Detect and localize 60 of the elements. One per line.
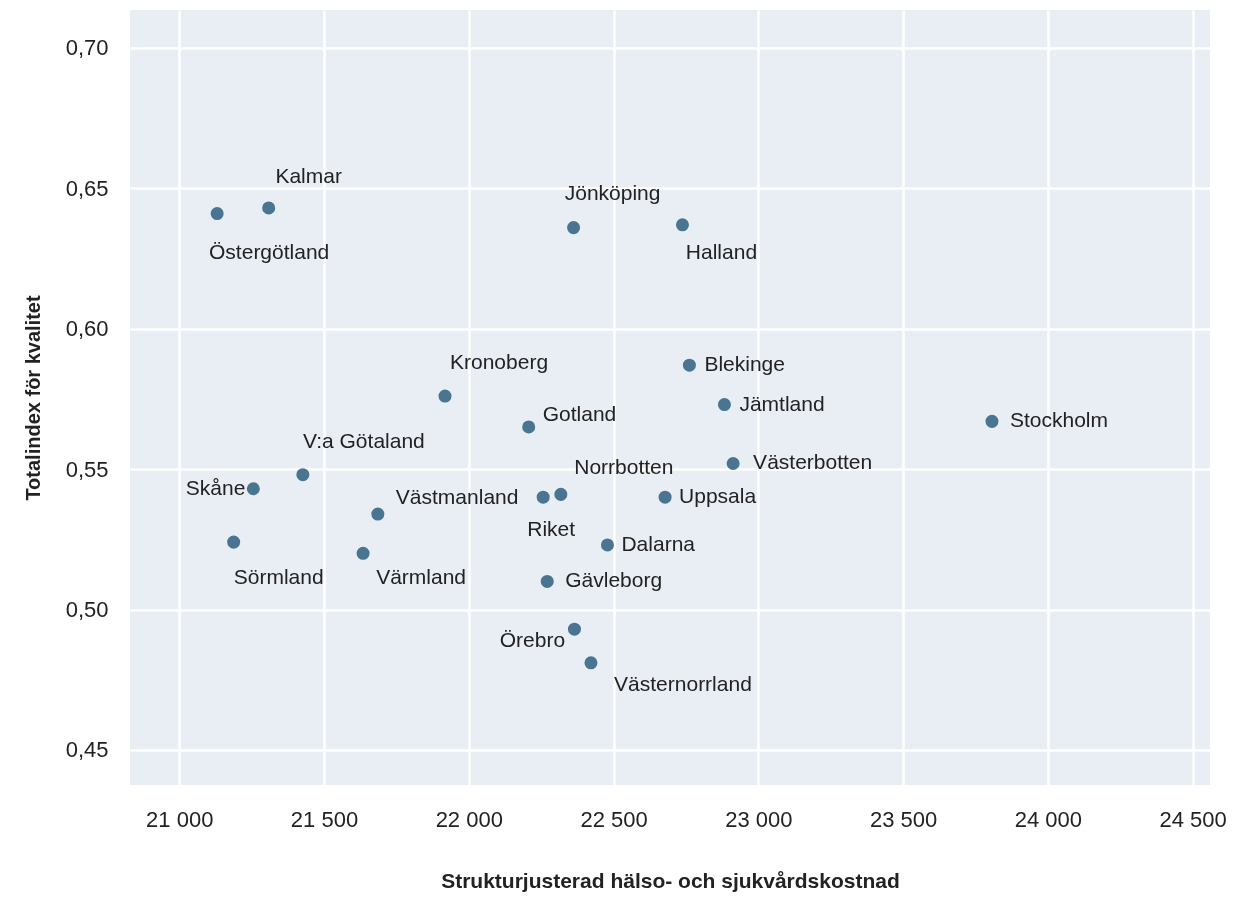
point — [584, 656, 598, 670]
point — [522, 420, 536, 434]
point — [675, 218, 689, 232]
point — [554, 487, 568, 501]
point — [371, 507, 385, 521]
point — [540, 574, 554, 588]
x-axis-title: Strukturjusterad hälso- och sjukvårdskostnad — [441, 868, 900, 892]
point — [210, 207, 224, 221]
y-tick-label: 0,70 — [65, 35, 109, 61]
point — [536, 490, 550, 504]
point — [717, 398, 731, 412]
annotation: Värmland — [376, 565, 467, 589]
y-tick-label: 0,50 — [65, 597, 109, 622]
point — [985, 414, 999, 428]
annotation: Västerbotten — [753, 450, 873, 474]
x-tick-label: 23 500 — [869, 806, 938, 832]
point — [227, 535, 241, 549]
point — [726, 456, 740, 470]
annotation: Gävleborg — [565, 568, 663, 592]
x-tick-label: 24 000 — [1014, 806, 1082, 832]
x-tick-label: 21 000 — [146, 806, 214, 832]
x-tick-label: 22 500 — [580, 806, 648, 832]
annotation: Västernorrland — [614, 671, 752, 695]
point — [356, 546, 370, 560]
annotation: Jönköping — [564, 180, 661, 204]
annotation: Dalarna — [621, 531, 696, 555]
annotation: Halland — [685, 239, 758, 263]
point — [600, 538, 614, 552]
annotation: Kalmar — [275, 163, 342, 187]
annotation: Uppsala — [679, 484, 757, 508]
point — [567, 221, 581, 235]
annotation: Jämtland — [739, 391, 825, 415]
point — [438, 389, 452, 403]
x-tick-label: 21 500 — [290, 806, 359, 832]
annotation: Norrbotten — [574, 455, 674, 479]
y-tick-label: 0,60 — [65, 316, 109, 342]
annotation: Blekinge — [704, 352, 785, 376]
point — [296, 468, 310, 482]
x-tick-label: 24 500 — [1159, 806, 1227, 832]
y-tick-label: 0,45 — [65, 737, 109, 763]
annotation: Sörmland — [233, 565, 324, 589]
annotation: Riket — [527, 517, 576, 541]
annotation: Östergötland — [209, 239, 330, 263]
annotation: Kronoberg — [449, 350, 549, 374]
x-tick-label: 23 000 — [725, 806, 793, 832]
x-tick-label: 22 000 — [435, 806, 503, 832]
annotation: Gotland — [542, 401, 617, 425]
y-axis-title: Totalindex för kvalitet — [21, 295, 44, 501]
point — [567, 622, 581, 636]
point — [262, 201, 276, 215]
point — [682, 358, 696, 372]
annotation: V:a Götaland — [302, 428, 425, 452]
annotation: Örebro — [499, 628, 566, 652]
annotation: Västmanland — [395, 485, 519, 509]
annotation: Skåne — [185, 475, 246, 499]
annotation: Stockholm — [1009, 408, 1109, 432]
y-tick-label: 0,55 — [65, 456, 109, 482]
point — [246, 482, 260, 496]
y-tick-label: 0,65 — [65, 175, 109, 201]
point — [658, 490, 672, 504]
